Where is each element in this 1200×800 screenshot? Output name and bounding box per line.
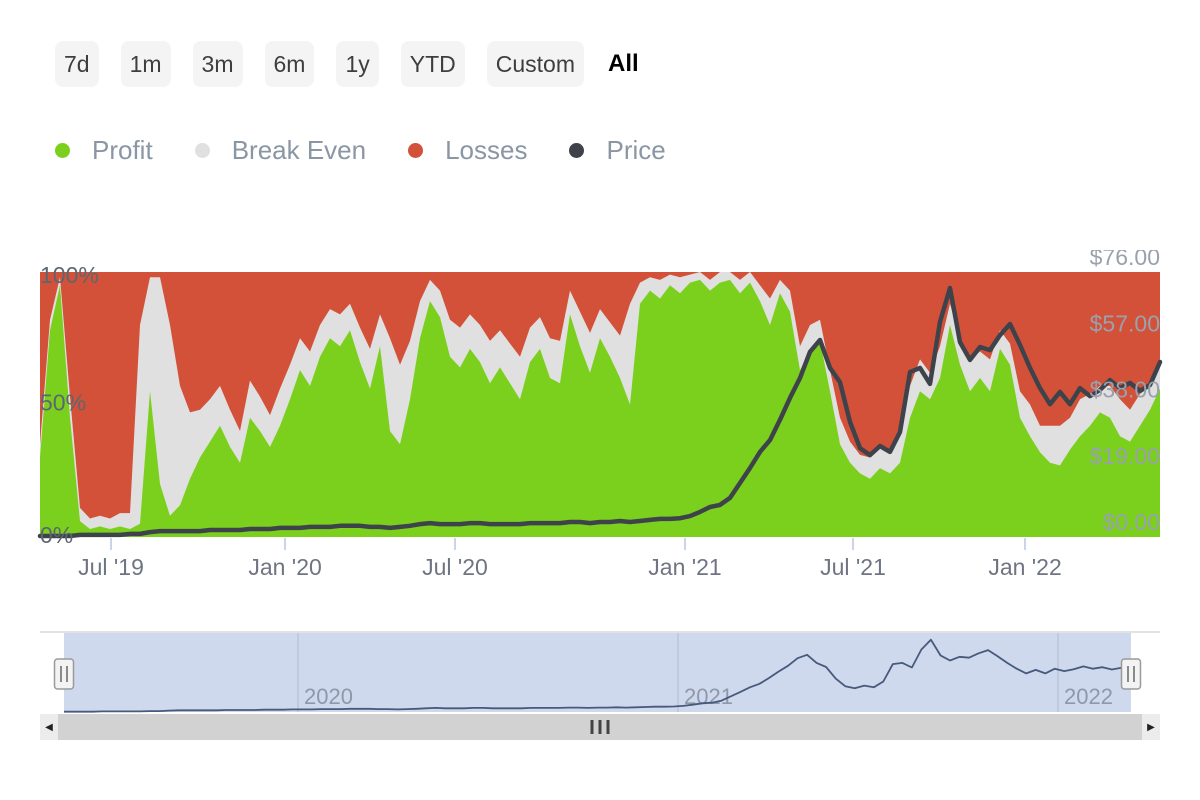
range-button-3m[interactable]: 3m: [192, 41, 243, 87]
navigator-right-handle[interactable]: [1120, 658, 1142, 690]
range-button-1y[interactable]: 1y: [336, 41, 379, 87]
legend-item-break-even[interactable]: Break Even: [194, 135, 367, 166]
x-axis-label: Jan '21: [648, 554, 721, 580]
legend-item-profit[interactable]: Profit: [55, 135, 153, 166]
legend-label: Break Even: [231, 135, 367, 165]
profit-area[interactable]: [40, 279, 1160, 537]
navigator-year-label: 2022: [1064, 684, 1113, 709]
legend-dot-icon: [408, 143, 424, 158]
navigator-selected-range[interactable]: [64, 633, 1131, 712]
range-button-ytd[interactable]: YTD: [400, 41, 465, 87]
scrollbar-right-button[interactable]: ▶: [1142, 714, 1160, 740]
x-axis-label: Jul '21: [820, 554, 886, 580]
chart-legend: Profit Break Even Losses Price: [55, 135, 666, 166]
y-axis-right-label: $57.00: [1090, 310, 1160, 336]
legend-label: Losses: [445, 135, 528, 165]
legend-dot-icon: [55, 143, 70, 158]
legend-label: Price: [606, 135, 666, 165]
main-chart: Jul '19 Jan '20 Jul '20 Jan '21 Jul '21 Jan '…: [37, 250, 1163, 580]
legend-dot-icon: [569, 143, 585, 158]
y-axis-right-label: $76.00: [1090, 250, 1160, 270]
price-line[interactable]: [37, 285, 1163, 539]
x-axis-label: Jul '20: [422, 554, 488, 580]
y-axis-right-label: $38.00: [1090, 377, 1160, 403]
navigator-price-line: [64, 638, 1132, 713]
x-axis-label: Jan '20: [248, 554, 321, 580]
scrollbar: ◀ ▶: [40, 714, 1160, 740]
range-button-custom[interactable]: Custom: [486, 41, 584, 87]
time-range-selector: 7d 1m 3m 6m 1y YTD Custom All: [55, 41, 641, 87]
range-button-1m[interactable]: 1m: [120, 41, 171, 87]
legend-item-price[interactable]: Price: [569, 135, 666, 166]
navigator-chart: 2020 2021 2022: [40, 631, 1160, 713]
scrollbar-left-button[interactable]: ◀: [40, 714, 58, 740]
scrollbar-left-arrow-icon: ◀: [45, 721, 53, 733]
y-axis-left-label: 50%: [40, 390, 86, 416]
y-axis-left-label: 100%: [40, 262, 99, 288]
range-button-6m[interactable]: 6m: [264, 41, 315, 87]
range-button-all[interactable]: All: [606, 41, 641, 87]
navigator-year-label: 2020: [304, 684, 353, 709]
legend-item-losses[interactable]: Losses: [408, 135, 527, 166]
y-axis-left-label: 0%: [40, 522, 73, 548]
y-axis-right-label: $19.00: [1090, 443, 1160, 469]
range-button-7d[interactable]: 7d: [55, 41, 99, 87]
navigator-left-handle[interactable]: [53, 658, 75, 690]
x-axis-label: Jan '22: [988, 554, 1061, 580]
legend-label: Profit: [92, 135, 153, 165]
x-axis-label: Jul '19: [78, 554, 144, 580]
scrollbar-right-arrow-icon: ▶: [1147, 721, 1155, 733]
y-axis-right-label: $0.00: [1102, 509, 1160, 535]
scrollbar-grip-icon[interactable]: [587, 716, 614, 738]
legend-dot-icon: [194, 143, 210, 158]
